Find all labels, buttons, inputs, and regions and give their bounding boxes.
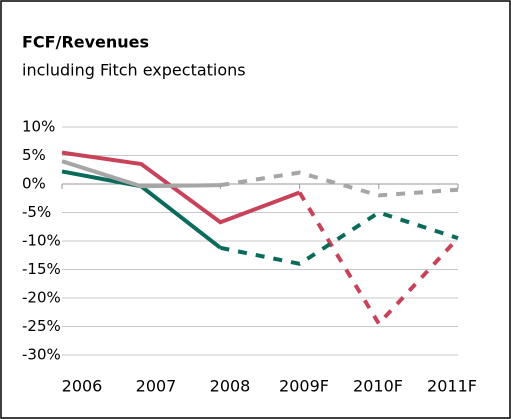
x-tick-label: 2006 xyxy=(62,377,103,396)
y-tick-label: -5% xyxy=(22,203,51,221)
line xyxy=(61,159,221,189)
line xyxy=(61,150,301,225)
y-tick-label: 0% xyxy=(22,175,46,193)
y-tick-label: 10% xyxy=(22,118,55,136)
x-tick-label: 2008 xyxy=(210,377,251,396)
line-forecast xyxy=(220,170,459,198)
chart-subtitle: including Fitch expectations xyxy=(22,61,246,80)
line-forecast xyxy=(220,210,459,266)
x-tick-label: 2011F xyxy=(427,377,477,396)
y-tick-label: -20% xyxy=(22,289,61,307)
x-tick-label: 2009F xyxy=(279,377,329,396)
y-tick-label: -15% xyxy=(22,260,61,278)
y-tick-label: -25% xyxy=(22,317,61,335)
y-tick-label: -30% xyxy=(22,346,61,364)
y-tick-label: 5% xyxy=(22,146,46,164)
chart-title: FCF/Revenues xyxy=(22,33,149,52)
y-tick-label: -10% xyxy=(22,232,61,250)
x-tick-label: 2007 xyxy=(136,377,177,396)
x-tick-label: 2010F xyxy=(353,377,403,396)
